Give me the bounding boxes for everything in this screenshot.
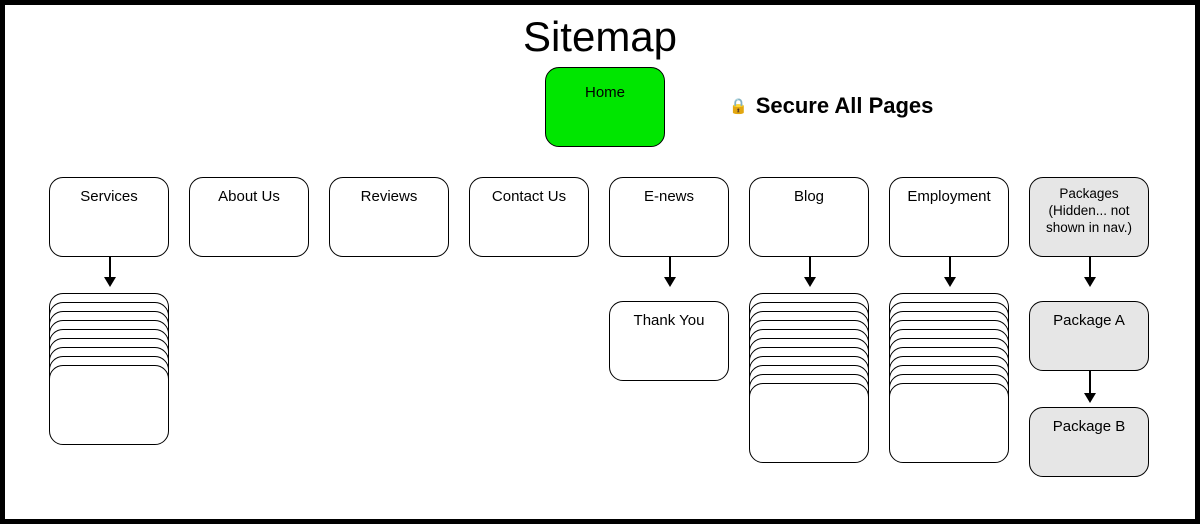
arrow-down (949, 257, 951, 285)
node-label: Thank You (634, 312, 705, 329)
stack-front (889, 383, 1009, 463)
node-employment: Employment (889, 177, 1009, 257)
stack-front (749, 383, 869, 463)
node-label: Package A (1053, 312, 1125, 329)
node-label: Package B (1053, 418, 1126, 435)
node-contact: Contact Us (469, 177, 589, 257)
node-label: Services (80, 188, 138, 205)
node-label: Blog (794, 188, 824, 205)
arrow-down (1089, 371, 1091, 401)
secure-all-pages: 🔒 Secure All Pages (729, 93, 933, 119)
node-home-label: Home (585, 84, 625, 101)
node-label: Reviews (361, 188, 418, 205)
page-title: Sitemap (5, 13, 1195, 61)
node-reviews: Reviews (329, 177, 449, 257)
arrow-down (109, 257, 111, 285)
node-blog: Blog (749, 177, 869, 257)
child-node: Package A (1029, 301, 1149, 371)
node-label: Packages (Hidden... not shown in nav.) (1046, 186, 1132, 235)
node-packages: Packages (Hidden... not shown in nav.) (1029, 177, 1149, 257)
node-services: Services (49, 177, 169, 257)
node-enews: E-news (609, 177, 729, 257)
arrow-down (1089, 257, 1091, 285)
node-label: E-news (644, 188, 694, 205)
node-home: Home (545, 67, 665, 147)
node-label: About Us (218, 188, 280, 205)
arrow-down (809, 257, 811, 285)
child-node: Package B (1029, 407, 1149, 477)
node-label: Contact Us (492, 188, 566, 205)
child-node: Thank You (609, 301, 729, 381)
node-label: Employment (907, 188, 990, 205)
sitemap-frame: Sitemap Home 🔒 Secure All Pages Services… (0, 0, 1200, 524)
lock-icon: 🔒 (729, 97, 748, 115)
arrow-down (669, 257, 671, 285)
secure-label: Secure All Pages (756, 93, 934, 119)
stack-front (49, 365, 169, 445)
node-about: About Us (189, 177, 309, 257)
